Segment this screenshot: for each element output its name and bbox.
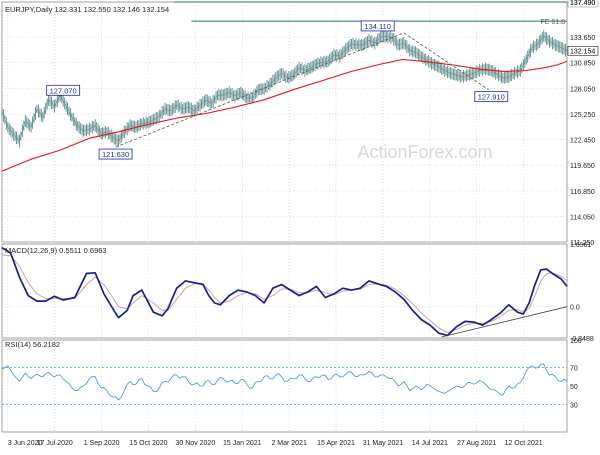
top-price-box (567, 0, 599, 8)
x-tick-label: 31 May 2021 (363, 440, 404, 447)
y-tick-label: 128.050 (570, 86, 595, 93)
x-tick-label: 17 Jul 2020 (37, 440, 73, 447)
y-tick-label: 130.850 (570, 61, 595, 68)
x-tick-label: 15 Oct 2020 (129, 440, 167, 447)
x-tick-label: 3 Jun 2020 (8, 440, 43, 447)
fib-label: FE 61.8 (540, 19, 565, 26)
price-trendline-down (403, 32, 489, 90)
macd-trendline (441, 306, 568, 338)
x-tick-label: 15 Apr 2021 (317, 440, 355, 447)
current-price-label: 132.154 (570, 48, 595, 55)
annotation-box (474, 91, 509, 103)
annotation-label: 127.910 (478, 93, 505, 102)
y-tick-label: 137.490 (570, 0, 595, 7)
top-price-label: 137.490 (570, 0, 595, 7)
y-tick-label: 116.850 (570, 189, 595, 196)
x-tick-label: 30 Nov 2020 (176, 440, 216, 447)
annotation-box (46, 84, 81, 96)
rsi-y-tick-label: 30 (570, 402, 578, 409)
x-tick-label: 1 Sep 2020 (84, 440, 120, 447)
annotation-box (98, 148, 133, 160)
y-tick-label: 122.450 (570, 138, 595, 145)
watermark-text: ActionForex.com (357, 142, 492, 162)
data-layer: 137.490 FE 61.8 127.070 121.630 134.110 127.9… (1, 0, 599, 405)
current-price-box (567, 46, 599, 56)
rsi-y-tick-label: 50 (570, 384, 578, 391)
y-tick-label: 133.650 (570, 35, 595, 42)
moving-average-line (1, 58, 568, 172)
rsi-panel-frame (1, 339, 568, 433)
x-tick-label: 15 Jan 2021 (223, 440, 262, 447)
annotation-box (360, 20, 395, 32)
grid-lines (2, 2, 567, 432)
y-tick-label: 119.650 (570, 163, 595, 170)
macd-y-tick-label: 1.6961 (570, 242, 592, 249)
y-tick-label: 114.050 (570, 214, 595, 221)
macd-panel-title: MACD(12,26,9) 0.5511 0.6963 (5, 246, 107, 255)
price-panel-title: EURJPY,Daily 132.331 132.550 132.146 132… (5, 5, 169, 14)
annotation-label: 121.630 (102, 150, 129, 159)
rsi-line (1, 363, 568, 401)
rsi-y-tick-label: 70 (570, 366, 578, 373)
price-trendline-up (115, 32, 405, 148)
y-tick-label: 125.250 (570, 112, 595, 119)
x-tick-label: 27 Aug 2021 (457, 440, 496, 447)
x-tick-label: 12 Oct 2021 (505, 440, 543, 447)
rsi-y-tick-label: 100 (570, 338, 582, 345)
macd-y-tick-label: -0.8488 (570, 336, 594, 343)
rsi-panel-title: RSI(14) 56.2182 (5, 340, 60, 349)
annotation-label: 134.110 (364, 22, 391, 31)
macd-panel-frame (1, 243, 568, 339)
price-line (1, 35, 568, 142)
y-tick-label: 111.250 (570, 240, 594, 247)
annotation-label: 127.070 (50, 86, 77, 95)
x-tick-label: 14 Jul 2021 (412, 440, 448, 447)
macd-line (1, 246, 568, 337)
macd-y-tick-label: 0.0 (570, 305, 580, 312)
x-tick-label: 2 Mar 2021 (271, 440, 307, 447)
